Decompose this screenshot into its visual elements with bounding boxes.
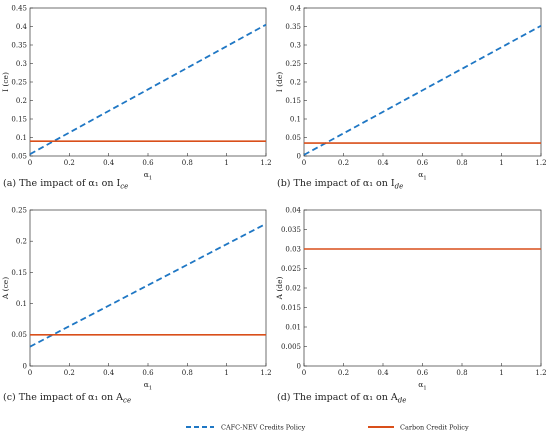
x-tick-label: 1.2 xyxy=(260,369,271,377)
x-tick-label: 0.2 xyxy=(338,159,349,167)
y-tick-label: 0.2 xyxy=(290,78,301,86)
x-tick-label: 0 xyxy=(302,369,306,377)
y-tick-label: 0.035 xyxy=(281,226,301,234)
y-axis-label: I (ce) xyxy=(1,72,10,92)
y-tick-label: 0 xyxy=(23,362,27,370)
panel-caption: (d) The impact of α₁ on Ade xyxy=(277,392,406,405)
x-tick-label: 0.4 xyxy=(377,159,389,167)
plot-frame xyxy=(303,7,542,157)
panel-caption: (c) The impact of α₁ on Ace xyxy=(3,392,131,405)
panels: 0 0.2 0.4 0.6 0.8 1 1.2 0.05 0.1 0.15 0.2 0.25 0.3 0.… xyxy=(1,4,547,404)
panel-b: 0 0.2 0.4 0.6 0.8 1 1.2 0 0.05 0.1 0.15 0.2 0.25 0.3 0… xyxy=(275,4,547,190)
series-line-cafc-nev xyxy=(303,24,542,156)
x-tick-label: 0.8 xyxy=(182,159,193,167)
y-tick-label: 0 xyxy=(297,152,301,160)
legend-label-cafc: CAFC-NEV Credits Policy xyxy=(221,424,306,432)
panel-caption: (b) The impact of α₁ on Ide xyxy=(277,178,403,191)
plot-frame xyxy=(303,209,542,367)
y-tick-label: 0.25 xyxy=(11,206,27,214)
y-tick-label: 0.3 xyxy=(290,41,301,49)
y-tick-label: 0.45 xyxy=(11,4,27,12)
y-tick-label: 0.05 xyxy=(285,134,301,142)
x-tick-label: 1 xyxy=(224,159,228,167)
y-tick-label: 0.05 xyxy=(11,331,27,339)
x-tick-label: 1.2 xyxy=(535,159,546,167)
x-axis-label: α1 xyxy=(418,380,427,392)
panel-caption: (a) The impact of α₁ on Ice xyxy=(3,178,128,191)
y-tick-label: 0.3 xyxy=(16,60,27,68)
y-tick-label: 0.4 xyxy=(16,23,28,31)
x-tick-label: 0.2 xyxy=(338,369,349,377)
y-tick-label: 0.015 xyxy=(281,304,301,312)
x-tick-label: 0 xyxy=(28,159,32,167)
y-tick-label: 0.03 xyxy=(285,245,301,253)
y-tick-label: 0.1 xyxy=(290,115,301,123)
y-tick-label: 0.005 xyxy=(281,343,301,351)
series-line-cafc-nev xyxy=(29,222,267,348)
y-tick-label: 0.35 xyxy=(11,41,27,49)
y-tick-label: 0.2 xyxy=(16,97,27,105)
x-tick-label: 0.4 xyxy=(377,369,389,377)
y-tick-label: 0.15 xyxy=(11,115,27,123)
y-axis-label: A (ce) xyxy=(1,277,10,300)
y-tick-label: 0.025 xyxy=(281,265,301,273)
x-tick-label: 1 xyxy=(499,159,503,167)
x-tick-label: 0 xyxy=(302,159,306,167)
panel-a: 0 0.2 0.4 0.6 0.8 1 1.2 0.05 0.1 0.15 0.2 0.25 0.3 0.… xyxy=(1,4,272,190)
y-tick-label: 0.01 xyxy=(285,323,301,331)
x-axis-label: α1 xyxy=(144,380,153,392)
x-tick-label: 0.8 xyxy=(456,159,467,167)
y-tick-label: 0.15 xyxy=(285,97,301,105)
plot-frame xyxy=(29,209,267,367)
series-line-cafc-nev xyxy=(29,23,267,155)
x-tick-label: 1.2 xyxy=(535,369,546,377)
y-tick-label: 0.35 xyxy=(285,23,301,31)
y-axis-label: I (de) xyxy=(275,72,284,93)
y-tick-label: 0.4 xyxy=(290,4,302,12)
y-tick-label: 0.04 xyxy=(285,206,301,214)
y-tick-label: 0.25 xyxy=(285,60,301,68)
x-tick-label: 0.6 xyxy=(417,369,429,377)
legend-label-carbon: Carbon Credit Policy xyxy=(400,424,469,432)
y-tick-label: 0.25 xyxy=(11,78,27,86)
x-tick-label: 0.6 xyxy=(142,159,154,167)
legend: CAFC-NEV Credits Policy Carbon Credit Po… xyxy=(186,424,469,432)
x-tick-label: 0.2 xyxy=(64,159,75,167)
y-axis-label: A (de) xyxy=(275,276,284,300)
x-tick-label: 1 xyxy=(499,369,503,377)
y-tick-label: 0.1 xyxy=(16,134,27,142)
panel-c: 0 0.2 0.4 0.6 0.8 1 1.2 0 0.05 0.1 0.15 0.2 0.25 A (c… xyxy=(1,206,272,404)
x-tick-label: 0.4 xyxy=(103,159,115,167)
y-tick-label: 0 xyxy=(297,362,301,370)
y-tick-label: 0.15 xyxy=(11,269,27,277)
x-tick-label: 0.2 xyxy=(64,369,75,377)
y-tick-label: 0.1 xyxy=(16,300,27,308)
y-tick-label: 0.05 xyxy=(11,152,27,160)
x-tick-label: 0 xyxy=(28,369,32,377)
x-axis-label: α1 xyxy=(144,170,153,182)
x-tick-label: 0.8 xyxy=(456,369,467,377)
y-tick-label: 0.02 xyxy=(285,284,301,292)
y-tick-label: 0.2 xyxy=(16,238,27,246)
x-tick-label: 1 xyxy=(224,369,228,377)
x-tick-label: 1.2 xyxy=(260,159,271,167)
panel-d: 0 0.2 0.4 0.6 0.8 1 1.2 0 0.005 0.01 0.015 0.02 0.02… xyxy=(275,206,547,404)
x-tick-label: 0.4 xyxy=(103,369,115,377)
x-axis-label: α1 xyxy=(418,170,427,182)
x-tick-label: 0.6 xyxy=(142,369,154,377)
x-tick-label: 0.8 xyxy=(182,369,193,377)
x-tick-label: 0.6 xyxy=(417,159,429,167)
